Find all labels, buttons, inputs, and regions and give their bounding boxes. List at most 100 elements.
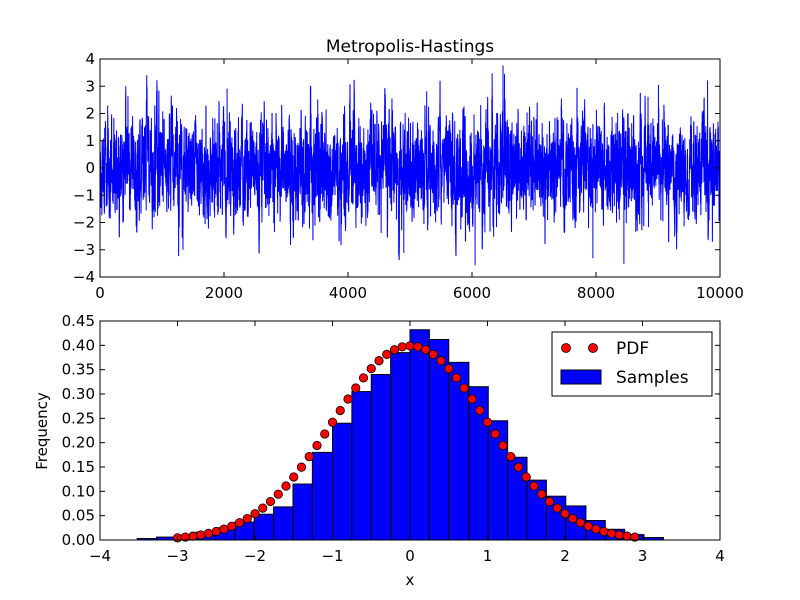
hist-axis-ticks: −4 −3 −2 −1 0 1 2 3 4 0.45 0.40 0.35 0.30 0.25 0.20 0.1…: [62, 312, 725, 565]
pdf-point: [591, 524, 601, 534]
pdf-point: [343, 394, 353, 404]
hist-x-tick-label: 3: [638, 547, 648, 565]
legend-box: [551, 331, 713, 397]
hist-axes-frame: [99, 320, 721, 541]
pdf-point: [289, 472, 299, 482]
pdf-point: [312, 440, 322, 451]
pdf-point: [451, 373, 462, 383]
trace-y-tick-label: −1: [73, 186, 95, 204]
pdf-point: [537, 489, 547, 499]
pdf-point: [606, 528, 617, 538]
trace-y-tick-label: 2: [85, 105, 95, 123]
pdf-point: [273, 489, 283, 499]
pdf-point: [227, 521, 237, 531]
pdf-point: [436, 356, 446, 366]
pdf-point: [552, 503, 562, 513]
trace-y-tick-label: 1: [85, 132, 95, 150]
histogram-bar: [370, 374, 392, 541]
pdf-point: [351, 383, 361, 393]
pdf-point: [467, 394, 477, 404]
hist-y-tick-label: 0.10: [62, 482, 95, 500]
pdf-point: [250, 509, 260, 519]
pdf-point: [304, 451, 314, 462]
pdf-point: [296, 462, 307, 472]
pdf-point: [188, 531, 198, 541]
hist-y-tick-label: 0.05: [62, 507, 95, 525]
x-axis-label: x: [406, 571, 415, 589]
trace-y-tick-label: 4: [85, 50, 95, 68]
trace-x-tick-label: 4000: [329, 284, 367, 302]
pdf-point: [544, 496, 555, 507]
histogram-bar: [311, 451, 334, 541]
pdf-point: [234, 518, 245, 528]
trace-y-tick-label: 3: [85, 77, 95, 95]
pdf-point: [560, 509, 570, 519]
pdf-point: [265, 496, 276, 507]
hist-y-tick-label: 0.45: [62, 312, 95, 330]
trace-x-tick-label: 2000: [205, 284, 243, 302]
hist-y-tick-label: 0.15: [62, 458, 95, 476]
hist-y-tick-label: 0.25: [62, 409, 95, 427]
hist-x-tick-label: −4: [89, 547, 111, 565]
pdf-point: [389, 345, 400, 355]
pdf-point: [482, 417, 493, 427]
pdf-point: [397, 342, 407, 352]
pdf-point: [405, 341, 415, 351]
legend-samples-label: Samples: [616, 368, 689, 388]
pdf-point: [622, 531, 632, 541]
histogram-bar: [253, 513, 275, 541]
pdf-point: [529, 481, 539, 491]
hist-x-tick-label: 1: [483, 547, 493, 565]
trace-plot: Metropolis-Hastings 0 2000 4000 6000 8000 100…: [73, 37, 744, 302]
pdf-point: [490, 429, 500, 439]
hist-y-tick-label: 0.00: [62, 531, 95, 549]
trace-y-tick-label: −4: [73, 268, 95, 286]
hist-y-tick-label: 0.40: [62, 336, 95, 354]
pdf-point: [459, 383, 469, 393]
pdf-point: [211, 526, 221, 537]
pdf-point: [413, 342, 423, 352]
trace-x-tick-label: 0: [95, 284, 105, 302]
legend-pdf-label: PDF: [616, 339, 649, 359]
pdf-point: [583, 521, 593, 531]
pdf-point: [575, 518, 586, 528]
pdf-point: [196, 530, 206, 540]
hist-y-tick-label: 0.35: [62, 361, 95, 379]
trace-y-tick-label: 0: [85, 159, 95, 177]
hist-x-tick-label: −1: [321, 547, 343, 565]
legend-pdf-marker-left: [561, 343, 571, 353]
histogram-bar: [487, 420, 509, 541]
histogram-bar: [273, 506, 294, 541]
hist-x-tick-label: 2: [560, 547, 570, 565]
pdf-point: [599, 526, 609, 537]
pdf-point: [420, 345, 431, 355]
pdf-point: [320, 429, 330, 439]
pdf-point: [506, 451, 516, 462]
pdf-point: [366, 364, 376, 374]
histogram-bar: [351, 391, 372, 541]
legend-pdf-marker-right: [588, 343, 598, 353]
histogram-bar: [332, 422, 353, 541]
histogram-bar: [409, 329, 430, 541]
pdf-point: [614, 530, 624, 540]
legend: PDF Samples: [551, 331, 713, 397]
hist-y-tick-label: 0.20: [62, 434, 95, 452]
histogram-bar: [292, 483, 313, 541]
pdf-point: [219, 524, 229, 534]
pdf-point: [521, 472, 531, 482]
pdf-point: [475, 405, 485, 416]
hist-x-tick-label: −3: [166, 547, 188, 565]
pdf-point: [242, 513, 252, 524]
pdf-point: [444, 364, 454, 374]
pdf-point: [498, 440, 508, 451]
legend-samples-swatch: [560, 369, 602, 385]
pdf-point: [568, 513, 578, 524]
pdf-point: [203, 528, 214, 538]
trace-y-tick-label: −2: [73, 214, 95, 232]
pdf-point: [327, 417, 338, 427]
histogram-bar: [390, 352, 411, 541]
pdf-point: [630, 532, 640, 542]
pdf-point: [258, 503, 268, 513]
trace-title: Metropolis-Hastings: [326, 37, 494, 57]
